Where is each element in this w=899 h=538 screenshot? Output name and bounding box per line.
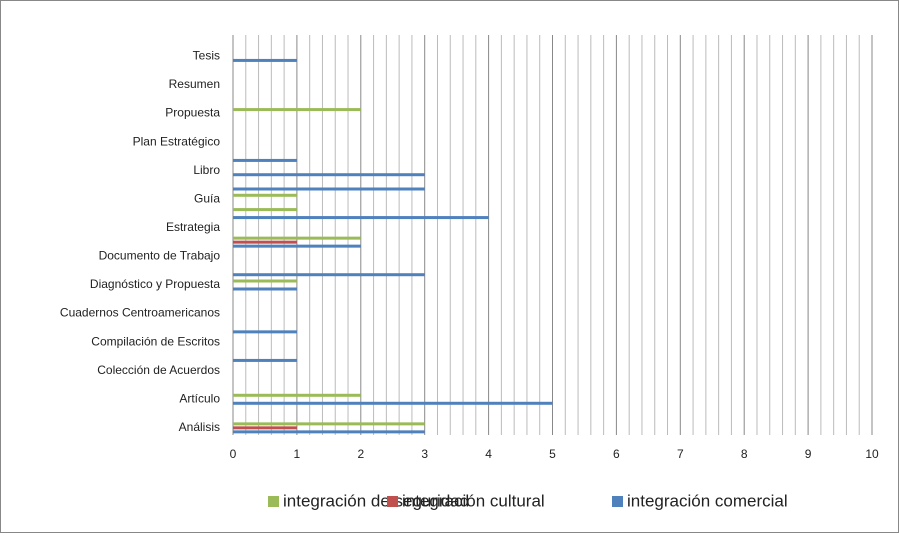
bar — [233, 58, 297, 62]
y-tick-label: Artículo — [179, 391, 220, 405]
x-tick-label: 5 — [549, 447, 556, 461]
bar — [233, 108, 361, 112]
legend-swatch — [268, 496, 279, 507]
bar — [233, 216, 489, 220]
bar — [233, 422, 425, 426]
x-tick-label: 10 — [865, 447, 879, 461]
y-tick-label: Plan Estratégico — [133, 134, 221, 148]
bar — [233, 240, 297, 244]
y-tick-label: Resumen — [169, 77, 220, 91]
legend-swatch — [612, 496, 623, 507]
bar — [233, 430, 425, 434]
bar — [233, 187, 425, 191]
x-tick-label: 2 — [357, 447, 364, 461]
y-tick-label: Cuadernos Centroamericanos — [60, 306, 220, 320]
y-tick-label: Documento de Trabajo — [99, 249, 221, 263]
legend-label: integración de seguridad — [283, 491, 469, 510]
bar — [233, 208, 297, 212]
legend-label: integración cultural — [402, 491, 545, 510]
x-tick-label: 8 — [741, 447, 748, 461]
y-tick-label: Estrategia — [166, 220, 220, 234]
bar — [233, 358, 297, 362]
x-tick-label: 1 — [294, 447, 301, 461]
y-tick-label: Guía — [194, 191, 220, 205]
bar — [233, 279, 297, 283]
bar — [233, 244, 361, 248]
bar — [233, 287, 297, 291]
x-tick-label: 0 — [230, 447, 237, 461]
legend-swatch — [387, 496, 398, 507]
bar — [233, 426, 297, 430]
y-tick-label: Propuesta — [165, 106, 220, 120]
y-tick-label: Compilación de Escritos — [91, 334, 220, 348]
y-tick-label: Libro — [193, 163, 220, 177]
legend-label: integración comercial — [627, 491, 788, 510]
bar — [233, 401, 553, 405]
bar — [233, 330, 297, 334]
y-tick-label: Diagnóstico y Propuesta — [90, 277, 220, 291]
y-tick-label: Análisis — [179, 420, 220, 434]
bar — [233, 193, 297, 197]
bar — [233, 158, 297, 162]
bar — [233, 236, 361, 240]
x-tick-label: 4 — [485, 447, 492, 461]
x-tick-label: 7 — [677, 447, 684, 461]
bar — [233, 173, 425, 177]
y-tick-label: Colección de Acuerdos — [97, 363, 220, 377]
bar — [233, 393, 361, 397]
x-tick-label: 6 — [613, 447, 620, 461]
bar — [233, 273, 425, 277]
x-tick-label: 3 — [421, 447, 428, 461]
x-tick-label: 9 — [805, 447, 812, 461]
y-tick-label: Tesis — [193, 49, 220, 63]
